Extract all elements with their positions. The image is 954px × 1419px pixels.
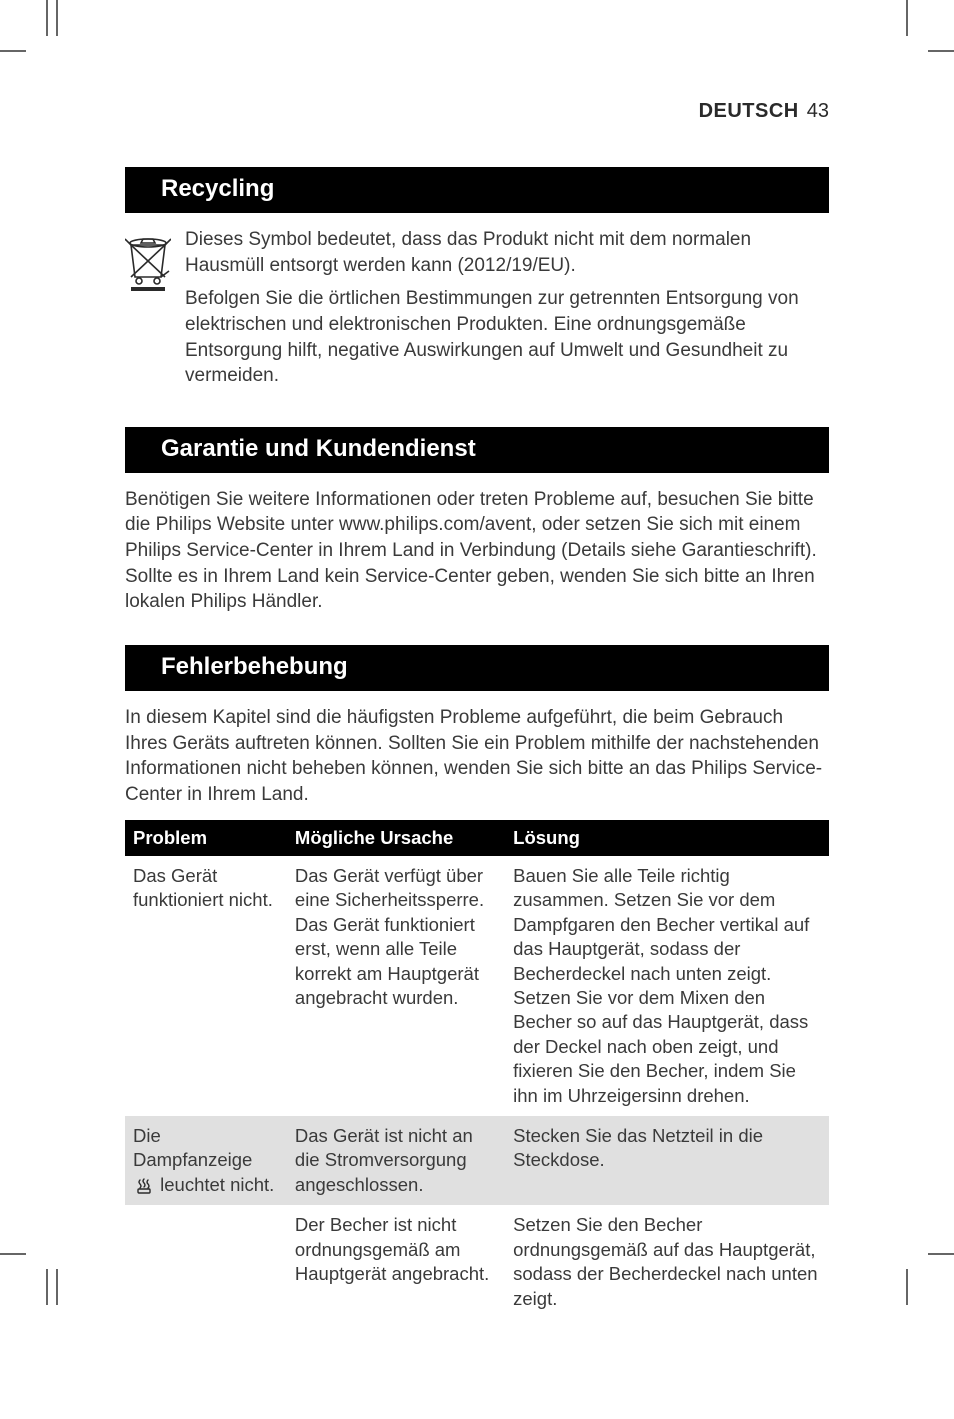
cell-solution: Setzen Sie den Becher ordnungsgemäß auf … xyxy=(505,1205,829,1319)
cell-problem xyxy=(125,1205,287,1319)
recycling-para-2: Befolgen Sie die örtlichen Bestimmungen … xyxy=(185,286,829,389)
table-row: Der Becher ist nicht ordnungsgemäß am Ha… xyxy=(125,1205,829,1319)
table-row: Die Dampfanzeige leuchtet nicht. Das xyxy=(125,1116,829,1205)
weee-bin-icon xyxy=(125,227,171,397)
page-header: DEUTSCH 43 xyxy=(125,100,829,123)
steam-icon xyxy=(135,1177,153,1195)
problem-pre: Die Dampfanzeige xyxy=(133,1125,252,1170)
cell-solution: Stecken Sie das Netzteil in die Steckdos… xyxy=(505,1116,829,1205)
troubleshoot-table: Problem Mögliche Ursache Lösung Das Gerä… xyxy=(125,820,829,1319)
cell-cause: Der Becher ist nicht ordnungsgemäß am Ha… xyxy=(287,1205,505,1319)
table-header-solution: Lösung xyxy=(505,820,829,856)
cell-problem: Die Dampfanzeige leuchtet nicht. xyxy=(125,1116,287,1205)
section-title-troubleshoot: Fehlerbehebung xyxy=(125,645,829,691)
recycling-block: Dieses Symbol bedeutet, dass das Produkt… xyxy=(125,227,829,397)
table-header-cause: Mögliche Ursache xyxy=(287,820,505,856)
problem-post: leuchtet nicht. xyxy=(155,1174,274,1195)
page-content: DEUTSCH 43 Recycling xyxy=(0,0,954,1419)
table-header-row: Problem Mögliche Ursache Lösung xyxy=(125,820,829,856)
header-language: DEUTSCH xyxy=(699,100,799,122)
header-page-number: 43 xyxy=(807,100,829,122)
warranty-body: Benötigen Sie weitere Informationen oder… xyxy=(125,487,829,615)
cell-cause: Das Gerät verfügt über eine Sicherheitss… xyxy=(287,856,505,1116)
table-header-problem: Problem xyxy=(125,820,287,856)
cell-problem: Das Gerät funktioniert nicht. xyxy=(125,856,287,1116)
section-title-warranty: Garantie und Kundendienst xyxy=(125,427,829,473)
cell-cause: Das Gerät ist nicht an die Stromversorgu… xyxy=(287,1116,505,1205)
recycling-para-1: Dieses Symbol bedeutet, dass das Produkt… xyxy=(185,227,829,278)
table-row: Das Gerät funktioniert nicht. Das Gerät … xyxy=(125,856,829,1116)
troubleshoot-intro: In diesem Kapitel sind die häufigsten Pr… xyxy=(125,705,829,808)
section-title-recycling: Recycling xyxy=(125,167,829,213)
cell-solution: Bauen Sie alle Teile richtig zusammen. S… xyxy=(505,856,829,1116)
recycling-text: Dieses Symbol bedeutet, dass das Produkt… xyxy=(185,227,829,397)
